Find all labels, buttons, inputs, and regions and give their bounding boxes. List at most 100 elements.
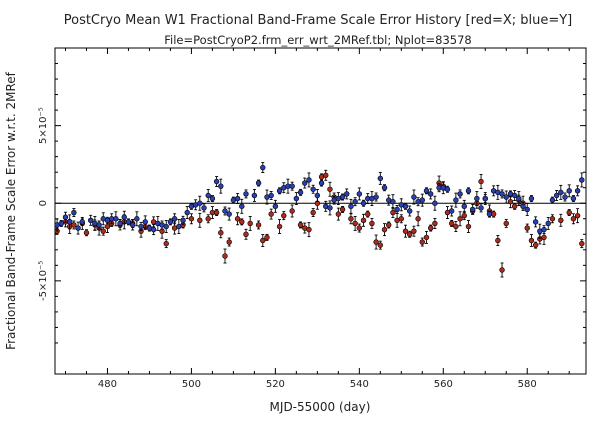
blue-y-point — [327, 205, 333, 211]
blue-y-point — [511, 192, 518, 199]
blue-y-point — [201, 205, 207, 211]
blue-y-point — [499, 191, 505, 197]
blue-y-point — [134, 216, 140, 222]
blue-y-point — [469, 206, 476, 213]
blue-y-point — [432, 200, 438, 206]
blue-y-point — [558, 189, 564, 196]
blue-y-point — [87, 217, 94, 224]
blue-y-point — [549, 197, 556, 203]
x-axis-ticks: 480 500 520 540 560 580 — [64, 48, 570, 390]
red-x-point — [432, 220, 438, 227]
blue-y-point — [289, 183, 295, 189]
red-x-point — [402, 228, 409, 234]
chart-subtitle: File=PostCryoP2.frm_err_wrt_2MRef.tbl; N… — [164, 33, 472, 47]
red-x-point — [205, 216, 211, 222]
blue-y-point — [478, 205, 484, 211]
red-x-point — [448, 220, 455, 227]
blue-y-point — [528, 195, 535, 202]
blue-y-point — [377, 175, 384, 182]
blue-y-point — [234, 195, 241, 202]
blue-y-point — [427, 191, 434, 197]
blue-y-point — [390, 198, 396, 205]
blue-y-point — [167, 219, 174, 225]
red-x-point — [339, 206, 346, 213]
red-x-point — [323, 172, 329, 178]
red-x-point — [406, 231, 413, 237]
blue-y-point — [276, 188, 283, 194]
blue-y-point — [402, 203, 409, 210]
blue-y-point — [209, 195, 216, 202]
x-tick-label: 520 — [266, 379, 285, 390]
red-x-point — [427, 225, 434, 231]
blue-y-point — [302, 180, 308, 186]
blue-y-point — [66, 219, 73, 225]
red-x-point — [465, 223, 472, 230]
red-x-point — [243, 231, 249, 237]
blue-y-point — [545, 220, 551, 227]
blue-y-point — [251, 192, 258, 199]
red-x-point — [83, 230, 90, 236]
blue-y-point — [453, 197, 459, 203]
red-x-point — [423, 234, 430, 241]
blue-y-point — [218, 183, 224, 189]
x-tick-label: 580 — [518, 379, 537, 390]
red-x-point — [457, 216, 463, 222]
x-tick-label: 560 — [434, 379, 453, 390]
blue-y-point — [297, 189, 304, 196]
blue-y-point — [125, 219, 132, 225]
red-x-point — [213, 209, 220, 216]
blue-y-point — [574, 188, 581, 194]
blue-y-point — [579, 177, 585, 183]
y-tick-label: -5×10⁻⁵ — [38, 261, 49, 301]
blue-y-point — [541, 226, 547, 233]
red-x-point — [239, 219, 245, 225]
blue-y-point — [293, 195, 300, 202]
red-x-point — [218, 230, 224, 236]
blue-y-point — [352, 198, 358, 205]
blue-y-point — [344, 191, 350, 197]
red-x-point — [226, 239, 232, 245]
blue-y-point — [503, 194, 509, 200]
red-x-point — [264, 234, 270, 241]
red-x-point — [507, 198, 514, 205]
red-x-point — [234, 216, 241, 222]
blue-y-point — [197, 200, 203, 206]
blue-y-point — [255, 180, 262, 186]
red-x-point — [574, 212, 581, 219]
blue-y-point — [474, 195, 480, 202]
blue-y-point — [213, 178, 220, 185]
red-x-point — [159, 228, 165, 234]
blue-y-point — [314, 192, 321, 199]
red-x-point — [348, 216, 354, 222]
blue-y-point — [448, 208, 455, 214]
y-axis-label: Fractional Band-Frame Scale Error w.r.t.… — [4, 71, 18, 350]
red-x-point — [532, 242, 539, 248]
blue-y-point — [406, 208, 413, 214]
x-tick-label: 540 — [350, 379, 369, 390]
blue-y-point — [272, 203, 279, 210]
blue-y-point — [520, 203, 526, 210]
red-x-point — [499, 267, 505, 273]
blue-y-point — [222, 208, 228, 214]
red-x-point — [104, 223, 111, 230]
red-x-point — [360, 217, 367, 224]
red-x-point — [281, 212, 287, 219]
blue-y-point — [356, 191, 363, 197]
chart-title: PostCryo Mean W1 Fractional Band-Frame S… — [64, 13, 573, 28]
red-x-point — [247, 220, 253, 227]
blue-y-point — [121, 214, 127, 220]
blue-y-point — [268, 192, 274, 199]
blue-y-point — [163, 223, 169, 230]
red-x-point — [369, 220, 375, 227]
blue-y-point — [457, 191, 463, 197]
red-x-point — [352, 220, 358, 227]
blue-y-point — [373, 194, 379, 200]
red-x-point — [222, 253, 228, 259]
blue-y-point — [461, 203, 467, 210]
data-points — [54, 162, 585, 278]
x-axis-label: MJD-55000 (day) — [270, 400, 371, 414]
red-x-point — [570, 216, 577, 222]
blue-y-point — [482, 195, 488, 202]
plot-frame — [54, 47, 587, 375]
